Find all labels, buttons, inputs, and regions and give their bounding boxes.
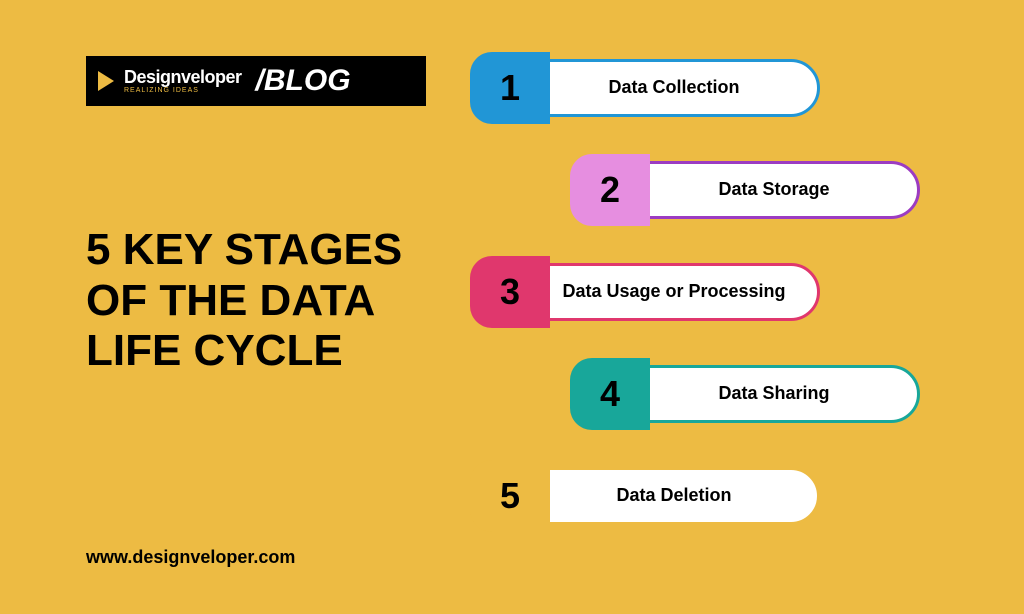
logo-brand-main: Designveloper [124,68,242,86]
logo-brand-sub: REALIZING IDEAS [124,87,242,94]
stage-label: Data Usage or Processing [562,281,785,303]
stage-number: 4 [600,373,620,415]
page-title: 5 KEY STAGES OF THE DATA LIFE CYCLE [86,225,466,377]
stage-number: 2 [600,169,620,211]
stage-item: Data Deletion 5 [470,460,820,532]
stage-item: Data Collection 1 [470,52,820,124]
stage-number-tab: 4 [570,358,650,430]
stage-number-tab: 5 [470,460,550,532]
logo-bar: Designveloper REALIZING IDEAS /BLOG [86,56,426,106]
stage-number-tab: 2 [570,154,650,226]
stage-item: Data Storage 2 [570,154,920,226]
logo-arrow-icon [98,71,114,91]
stage-number: 3 [500,271,520,313]
website-url: www.designveloper.com [86,547,295,568]
stage-number-tab: 1 [470,52,550,124]
stage-number: 5 [500,475,520,517]
stage-label: Data Deletion [616,485,731,507]
stage-label: Data Storage [718,179,829,201]
stage-item: Data Usage or Processing 3 [470,256,820,328]
stage-label: Data Collection [608,77,739,99]
logo-brand: Designveloper REALIZING IDEAS [124,68,242,94]
logo-blog-text: /BLOG [256,64,351,98]
stage-number-tab: 3 [470,256,550,328]
stage-item: Data Sharing 4 [570,358,920,430]
stage-label: Data Sharing [718,383,829,405]
stage-number: 1 [500,67,520,109]
